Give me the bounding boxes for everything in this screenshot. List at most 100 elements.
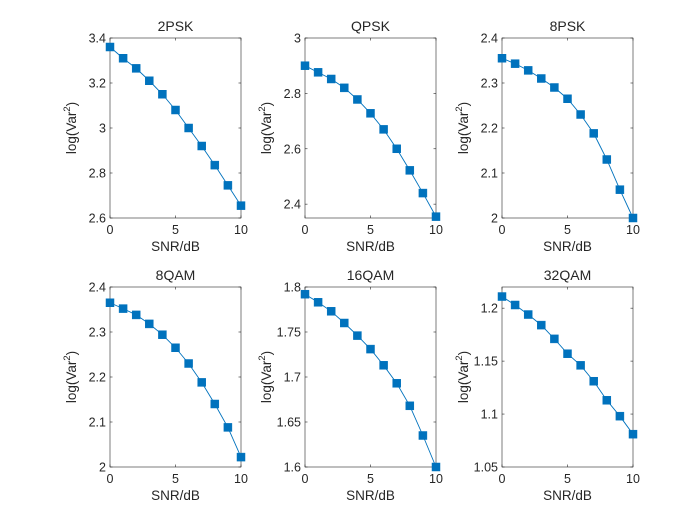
- data-point-marker: [184, 123, 193, 133]
- data-point-marker: [576, 361, 585, 370]
- x-tick-label: 10: [234, 223, 248, 237]
- data-point-marker: [340, 83, 349, 93]
- x-tick-label: 5: [367, 223, 374, 237]
- x-tick-label: 5: [564, 223, 571, 237]
- chart-title: 8PSK: [550, 18, 586, 34]
- data-point-marker: [184, 359, 193, 368]
- y-axis-label: log(Var2): [62, 102, 79, 154]
- data-point-marker: [431, 462, 441, 472]
- data-point-marker: [431, 212, 441, 221]
- data-point-marker: [366, 344, 375, 354]
- y-tick-label: 2.2: [89, 371, 106, 385]
- data-point-marker: [210, 399, 220, 409]
- data-point-marker: [171, 343, 180, 352]
- x-tick-label: 10: [626, 223, 640, 237]
- y-axis-label: log(Var2): [257, 102, 274, 154]
- data-point-marker: [105, 298, 115, 307]
- data-point-marker: [523, 310, 533, 319]
- axes-frame: [109, 286, 242, 468]
- data-point-marker: [353, 331, 362, 340]
- data-point-marker: [510, 59, 520, 68]
- data-point-marker: [615, 185, 625, 194]
- y-tick-label: 3: [294, 32, 301, 46]
- data-point-marker: [118, 54, 128, 63]
- data-point-marker: [313, 298, 323, 307]
- y-axis-label-base: log(Var: [64, 360, 79, 403]
- y-tick-label: 2: [99, 461, 106, 475]
- axes-frame: [501, 286, 634, 468]
- axes-frame: [304, 286, 437, 468]
- y-tick-label: 2.6: [89, 212, 106, 226]
- data-point-marker: [300, 61, 310, 70]
- y-tick-label: 2.3: [89, 326, 106, 340]
- y-axis-label: log(Var2): [257, 351, 274, 403]
- data-point-marker: [353, 95, 362, 104]
- y-axis-label-superscript: 2: [62, 355, 73, 360]
- data-point-marker: [405, 166, 415, 175]
- axes-frame: [304, 37, 437, 219]
- y-axis-label-superscript: 2: [62, 106, 73, 111]
- y-tick-label: 3.2: [89, 77, 106, 91]
- y-tick-label: 2.1: [481, 167, 498, 181]
- y-axis-label-base: log(Var: [456, 360, 471, 403]
- data-point-marker: [523, 66, 533, 75]
- data-point-marker: [158, 90, 167, 99]
- data-point-marker: [158, 330, 167, 339]
- y-axis-label-superscript: 2: [454, 355, 465, 360]
- data-point-marker: [497, 292, 507, 301]
- y-tick-label: 2.2: [481, 122, 498, 136]
- x-tick-label: 5: [367, 472, 374, 486]
- x-tick-label: 10: [429, 472, 443, 486]
- y-axis-label-close: ): [259, 351, 274, 356]
- chart-panel-2psk: 2PSK 0 5 10 2.6 2.8 3 3.2 3.4 SNR/dB log(Var2): [62, 18, 248, 254]
- y-axis-label-close: ): [64, 351, 79, 356]
- data-point-marker: [550, 83, 559, 92]
- x-tick-label: 10: [234, 472, 248, 486]
- data-point-marker: [537, 320, 546, 330]
- data-point-marker: [210, 160, 220, 170]
- y-tick-label: 1.65: [277, 416, 301, 430]
- y-axis-label: log(Var2): [454, 102, 471, 154]
- x-tick-label: 0: [499, 223, 506, 237]
- y-tick-label: 1.2: [481, 302, 498, 316]
- data-point-marker: [550, 334, 559, 344]
- y-axis-label: log(Var2): [62, 351, 79, 403]
- data-point-marker: [105, 42, 115, 52]
- y-axis-label-base: log(Var: [64, 111, 79, 154]
- data-point-marker: [145, 76, 154, 85]
- data-point-marker: [131, 64, 141, 73]
- y-axis-label-base: log(Var: [259, 360, 274, 403]
- y-tick-label: 3.4: [89, 32, 106, 46]
- data-point-marker: [366, 109, 375, 118]
- data-point-marker: [589, 129, 598, 138]
- x-axis-label: SNR/dB: [151, 488, 200, 503]
- x-tick-label: 10: [626, 472, 640, 486]
- x-tick-label: 0: [302, 472, 309, 486]
- chart-title: 32QAM: [544, 267, 591, 283]
- data-point-marker: [118, 304, 128, 313]
- chart-title: 2PSK: [158, 18, 194, 34]
- data-point-marker: [223, 181, 233, 190]
- data-point-marker: [236, 452, 246, 462]
- data-point-marker: [379, 125, 388, 134]
- y-tick-label: 2.6: [284, 142, 301, 156]
- data-point-marker: [171, 105, 180, 115]
- data-point-marker: [589, 376, 598, 386]
- y-axis-label-base: log(Var: [456, 111, 471, 154]
- data-point-marker: [326, 74, 336, 84]
- y-axis-label: log(Var2): [454, 351, 471, 403]
- y-tick-label: 1.75: [277, 326, 301, 340]
- data-point-marker: [236, 201, 246, 210]
- x-tick-label: 10: [429, 223, 443, 237]
- y-axis-label-close: ): [456, 351, 471, 356]
- chart-title: QPSK: [351, 18, 391, 34]
- x-axis-label: SNR/dB: [346, 488, 395, 503]
- chart-panel-qpsk: QPSK 0 5 10 2.4 2.6 2.8 3 SNR/dB log(Var2): [257, 18, 443, 254]
- data-point-marker: [602, 155, 612, 164]
- y-tick-label: 2.4: [89, 281, 106, 295]
- y-tick-label: 1.6: [284, 461, 301, 475]
- y-tick-label: 2.8: [89, 167, 106, 181]
- data-point-marker: [313, 68, 323, 77]
